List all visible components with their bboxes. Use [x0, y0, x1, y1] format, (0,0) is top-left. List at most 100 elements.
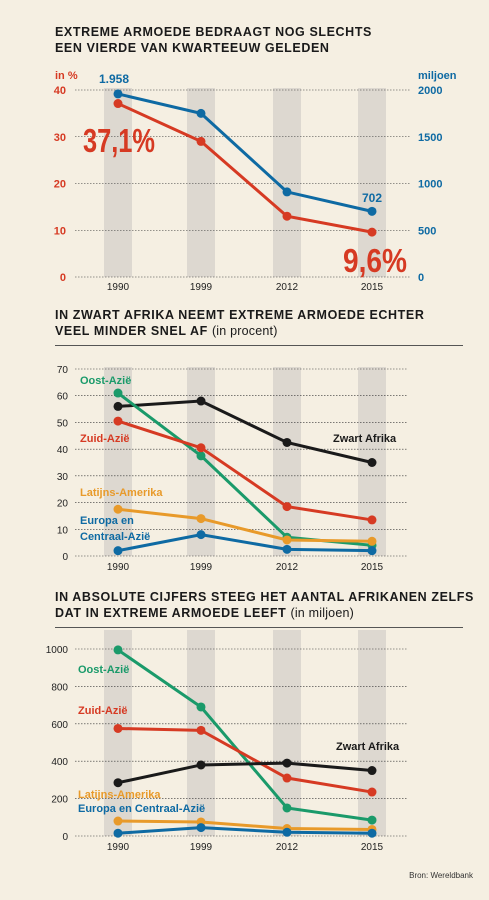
chart3-title: IN ABSOLUTE CIJFERS STEEG HET AANTAL AFR…	[55, 589, 475, 621]
chart3-xtick: 2015	[361, 842, 384, 853]
chart1-xtick: 2015	[361, 282, 384, 293]
chart2-point-4-2015	[367, 536, 377, 546]
chart1-annotation-start-pct: 37,1%	[83, 122, 155, 159]
chart1-ytick-left: 10	[54, 225, 66, 237]
chart1-point-2-2012	[282, 187, 292, 197]
chart3-point-1-1990	[113, 645, 123, 655]
chart3-ytick: 600	[51, 720, 68, 731]
chart2-point-1-2015	[367, 458, 377, 467]
chart2-divider	[55, 345, 463, 346]
chart2-series-label-5: Centraal-Azië	[80, 531, 150, 543]
chart3-point-3-2012	[282, 758, 292, 768]
chart1-svg: 0 10 20 30 40 0 500 1000 1500 2000 in % miljoen 1990…	[54, 70, 457, 293]
chart1-ylabel-left: in %	[55, 70, 78, 82]
chart2-point-1-1999	[196, 396, 206, 406]
chart1-ytick-right: 1500	[418, 132, 442, 144]
chart3-series-label-5: Europa en Centraal-Azië	[78, 803, 205, 815]
chart3-series-line-2	[117, 726, 373, 794]
chart2-ytick: 0	[62, 552, 68, 563]
chart2-series-line-4	[117, 507, 373, 543]
chart2-series-label-1: Oost-Azië	[80, 375, 131, 387]
chart3-series-line-4	[117, 819, 373, 831]
chart1-point-1-1999	[196, 136, 206, 146]
chart2-ytick: 60	[57, 392, 69, 403]
chart2-title-line2: VEEL MINDER SNEL AF	[55, 324, 208, 338]
chart3-subtitle: (in miljoen)	[290, 606, 354, 620]
chart3-point-2-2015	[367, 787, 377, 797]
chart2-point-3-2012	[282, 502, 292, 512]
chart1-annotation-start-mil: 1.958	[99, 72, 129, 86]
chart3-band-1990	[104, 630, 132, 836]
chart3-series-label-4: Latijns-Amerika	[78, 789, 161, 801]
chart2-title: IN ZWART AFRIKA NEEMT EXTREME ARMOEDE EC…	[55, 307, 475, 339]
chart3-point-1-2012	[282, 803, 292, 813]
chart2-series-label-6: Zwart Afrika	[333, 433, 397, 445]
chart3-ytick: 800	[51, 682, 68, 693]
chart3-ytick: 400	[51, 757, 68, 768]
chart3-series-label-3: Zwart Afrika	[336, 741, 400, 753]
chart1-band-1990	[104, 88, 132, 277]
chart3-series-line-1	[117, 648, 373, 822]
chart1-ytick-left: 30	[54, 132, 66, 144]
chart1-series-line-2	[117, 92, 373, 213]
chart3-point-2-2012	[282, 773, 292, 783]
chart2-series-line-3	[117, 419, 373, 522]
chart1-ytick-left: 0	[60, 272, 66, 284]
chart1-band-2015	[358, 88, 386, 277]
chart1-series-line-1	[117, 102, 373, 234]
chart1-band-1999	[187, 88, 215, 277]
chart3-point-5-1990	[113, 828, 123, 838]
chart3-point-5-2015	[367, 828, 377, 838]
chart2-xtick: 2015	[361, 562, 384, 573]
chart2-point-1-1990	[113, 401, 123, 411]
chart2-point-3-1990	[113, 416, 123, 426]
chart3-ytick: 200	[51, 795, 68, 806]
source-note: Bron: Wereldbank	[409, 871, 473, 880]
chart2-point-1-2012	[282, 437, 292, 447]
chart1-ylabel-right: miljoen	[418, 70, 457, 82]
chart1-point-1-1990	[113, 99, 123, 109]
chart2-point-4-2012	[282, 535, 292, 545]
chart1-annotation-end-mil: 702	[362, 191, 382, 205]
chart1-title-line2: EEN VIERDE VAN KWARTEEUW GELEDEN	[55, 41, 330, 55]
chart1-annotation-end-pct: 9,6%	[343, 242, 407, 279]
chart2-point-5-1990	[113, 546, 123, 556]
chart1-ytick-right: 500	[418, 225, 436, 237]
chart2-ytick: 30	[57, 472, 69, 483]
chart1-title-line1: EXTREME ARMOEDE BEDRAAGT NOG SLECHTS	[55, 25, 372, 39]
chart1-point-1-2012	[282, 211, 292, 221]
chart3-series-label-1: Oost-Azië	[78, 664, 129, 676]
chart1-ytick-right: 1000	[418, 179, 442, 191]
chart3-title-line2: DAT IN EXTREME ARMOEDE LEEFT	[55, 606, 287, 620]
chart3-divider	[55, 627, 463, 628]
chart3-point-3-1999	[196, 760, 206, 770]
chart2-series-label-3: Latijns-Amerika	[80, 487, 163, 499]
chart2-point-4-1999	[196, 514, 206, 524]
chart3-point-3-2015	[367, 766, 377, 776]
chart3-xtick: 1990	[107, 842, 130, 853]
chart1-point-2-2015	[367, 206, 377, 216]
chart3-point-5-1999	[196, 823, 206, 833]
chart1-ytick-left: 40	[54, 85, 66, 97]
chart2-band-2012	[273, 367, 301, 556]
chart2-point-2-1999	[196, 451, 206, 461]
chart2-xtick: 1999	[190, 562, 213, 573]
chart1-point-2-1990	[113, 89, 123, 99]
chart2-subtitle: (in procent)	[211, 324, 278, 338]
chart2-point-2-1990	[113, 388, 123, 398]
chart2-ytick: 70	[57, 365, 69, 376]
chart3-series-line-5	[117, 826, 373, 835]
chart1-title: EXTREME ARMOEDE BEDRAAGT NOG SLECHTS EEN…	[55, 24, 475, 56]
chart2-title-line1: IN ZWART AFRIKA NEEMT EXTREME ARMOEDE EC…	[55, 308, 425, 322]
chart2-ytick: 50	[57, 418, 69, 429]
chart2-xtick: 2012	[276, 562, 299, 573]
chart3-point-3-1990	[113, 778, 123, 788]
chart3-band-2012	[273, 630, 301, 836]
chart2-ytick: 10	[57, 525, 69, 536]
chart2-series-line-5	[117, 533, 373, 553]
chart2-point-5-2012	[282, 544, 292, 554]
chart2-ytick: 20	[57, 499, 69, 510]
chart2-xtick: 1990	[107, 562, 130, 573]
chart1-xtick: 2012	[276, 282, 299, 293]
